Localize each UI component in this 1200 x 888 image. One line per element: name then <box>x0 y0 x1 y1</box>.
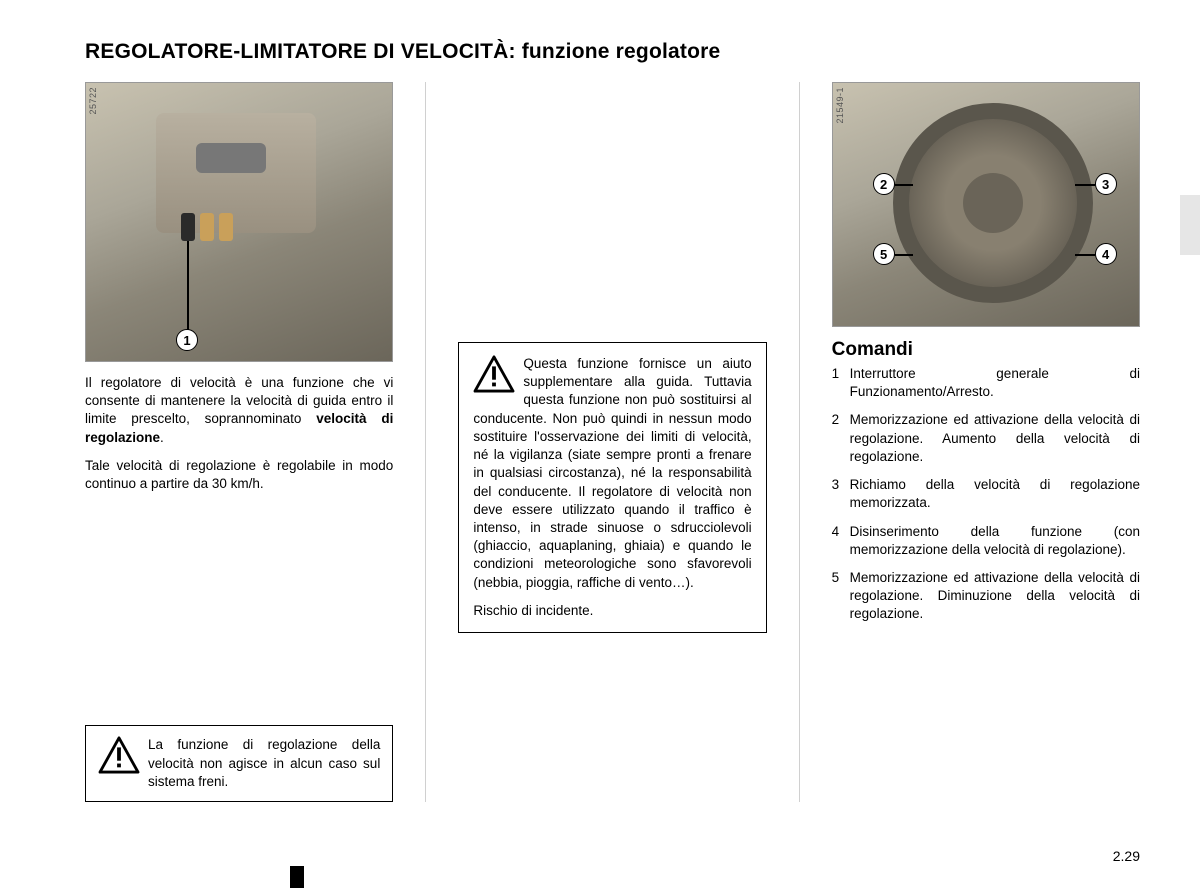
callout-1: 1 <box>176 329 198 351</box>
warning-triangle-icon <box>98 736 140 774</box>
steering-hub <box>963 173 1023 233</box>
print-crop-mark <box>290 866 304 888</box>
intro-para-2: Tale velocità di regolazione è regolabil… <box>85 457 393 493</box>
callout-line-3 <box>1075 184 1095 186</box>
command-item: 1InterruttoregeneralediFunzionamento/Arr… <box>832 365 1140 401</box>
page-title: REGOLATORE-LIMITATORE DI VELOCITÀ: funzi… <box>85 40 1140 64</box>
command-text: Disinserimento della funzione (con memor… <box>850 523 1140 559</box>
command-text: Memorizzazione ed attivazione della velo… <box>850 569 1140 624</box>
page-number: 2.29 <box>1113 848 1140 864</box>
command-number: 5 <box>832 569 850 624</box>
side-tab-marker <box>1180 195 1200 255</box>
warning-brakes-text: La funzione di regolazione della velocit… <box>148 737 380 788</box>
command-item: 5Memorizzazione ed attivazione della vel… <box>832 569 1140 624</box>
switch-shape-2 <box>200 213 214 241</box>
column-layout: 25722 1 Il regolatore di velocità è una … <box>85 82 1140 802</box>
callout-line-5 <box>895 254 913 256</box>
callout-line-2 <box>895 184 913 186</box>
column-middle: Questa funzione fornisce un aiuto supple… <box>458 82 766 802</box>
command-number: 4 <box>832 523 850 559</box>
callout-5: 5 <box>873 243 895 265</box>
photo-id-tag: 25722 <box>88 87 98 115</box>
callout-2: 2 <box>873 173 895 195</box>
switch-shape-3 <box>219 213 233 241</box>
column-divider-1 <box>425 82 426 802</box>
switch-shape <box>181 213 195 241</box>
warning-box-driving: Questa funzione fornisce un aiuto supple… <box>458 342 766 633</box>
callout-3: 3 <box>1095 173 1117 195</box>
column-divider-2 <box>799 82 800 802</box>
callout-line-4 <box>1075 254 1095 256</box>
intro-text: Il regolatore di velocità è una funzione… <box>85 374 393 503</box>
command-text: Memorizzazione ed attivazione della velo… <box>850 411 1140 466</box>
command-number: 3 <box>832 476 850 512</box>
figure-steering-wheel: 21549-1 2 3 5 4 <box>832 82 1140 327</box>
dash-panel-shape <box>156 113 316 233</box>
dash-slot-shape <box>196 143 266 173</box>
command-item: 2Memorizzazione ed attivazione della vel… <box>832 411 1140 466</box>
commands-list: 1InterruttoregeneralediFunzionamento/Arr… <box>832 365 1140 634</box>
warning-triangle-icon <box>473 355 515 393</box>
command-text: InterruttoregeneralediFunzionamento/Arre… <box>850 365 1140 401</box>
column-left: 25722 1 Il regolatore di velocità è una … <box>85 82 393 802</box>
column-right: 21549-1 2 3 5 4 Comandi 1Interruttoregen… <box>832 82 1140 802</box>
command-item: 3Richiamo della velocità di regolazione … <box>832 476 1140 512</box>
intro-para-1: Il regolatore di velocità è una funzione… <box>85 374 393 447</box>
figure-switch-panel: 25722 1 <box>85 82 393 362</box>
command-number: 1 <box>832 365 850 401</box>
callout-line-1 <box>187 241 189 331</box>
callout-4: 4 <box>1095 243 1117 265</box>
command-item: 4Disinserimento della funzione (con memo… <box>832 523 1140 559</box>
warning-box-brakes: La funzione di regolazione della velocit… <box>85 725 393 802</box>
command-number: 2 <box>832 411 850 466</box>
warning-risk-text: Rischio di incidente. <box>473 602 751 620</box>
commands-heading: Comandi <box>832 339 1140 361</box>
command-text: Richiamo della velocità di regolazione m… <box>850 476 1140 512</box>
intro-para-1c: . <box>160 430 164 445</box>
photo-id-tag: 21549-1 <box>835 87 845 124</box>
manual-page: REGOLATORE-LIMITATORE DI VELOCITÀ: funzi… <box>0 0 1200 888</box>
